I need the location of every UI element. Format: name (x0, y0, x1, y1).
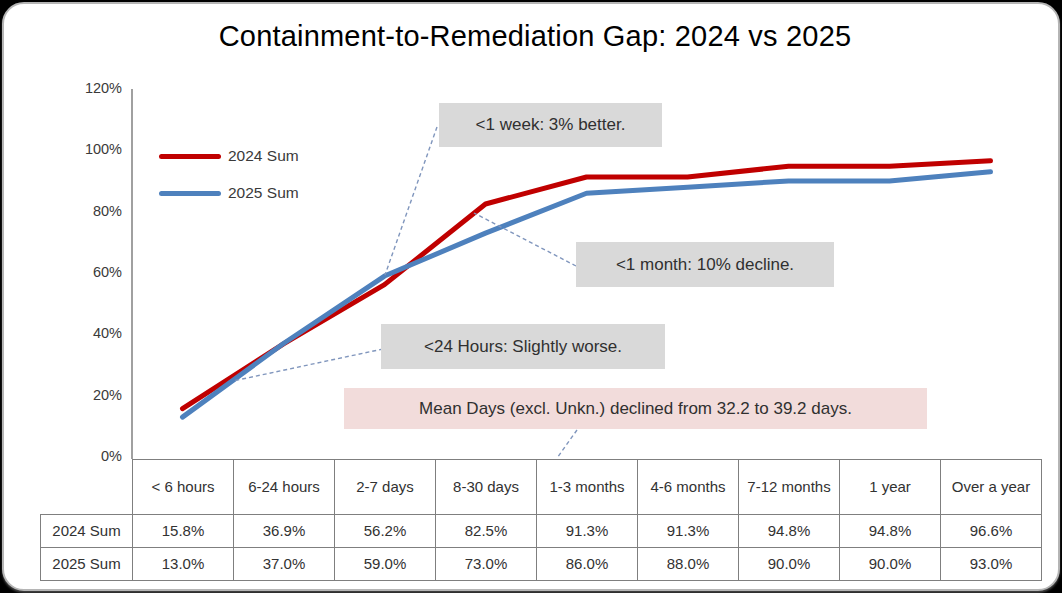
table-column-header: < 6 hours (133, 460, 234, 515)
legend-swatch-2025 (159, 191, 221, 196)
table-cell: 86.0% (537, 548, 638, 581)
table-column-header: Over a year (941, 460, 1042, 515)
chart-card: Containment-to-Remediation Gap: 2024 vs … (2, 2, 1060, 591)
y-tick-label: 20% (40, 387, 122, 403)
table-cell: 13.0% (133, 548, 234, 581)
table-cell: 91.3% (638, 515, 739, 548)
table-row-header: 2025 Sum (41, 548, 133, 581)
chart-title: Containment-to-Remediation Gap: 2024 vs … (4, 20, 1062, 53)
leader-week (385, 127, 437, 275)
y-tick-label: 60% (40, 264, 122, 280)
table-cell: 90.0% (840, 548, 941, 581)
data-table: < 6 hours6-24 hours2-7 days8-30 days1-3 … (40, 459, 1042, 581)
table-column-header: 7-12 months (739, 460, 840, 515)
callout-hours: <24 Hours: Slightly worse. (381, 324, 665, 369)
series-line-2025-sum (183, 172, 991, 417)
y-tick-label: 80% (40, 203, 122, 219)
table-cell: 93.0% (941, 548, 1042, 581)
table-cell: 82.5% (436, 515, 537, 548)
table-cell: 88.0% (638, 548, 739, 581)
callout-mean-days: Mean Days (excl. Unkn.) declined from 32… (344, 388, 927, 429)
table-cell: 91.3% (537, 515, 638, 548)
callout-month: <1 month: 10% decline. (576, 242, 834, 287)
callout-week: <1 week: 3% better. (439, 103, 662, 147)
legend-item-2025: 2025 Sum (159, 184, 299, 202)
leader-hours (233, 349, 383, 381)
table-cell: 56.2% (335, 515, 436, 548)
table-cell: 73.0% (436, 548, 537, 581)
legend-item-2024: 2024 Sum (159, 147, 299, 165)
table-row-header: 2024 Sum (41, 515, 133, 548)
table-column-header: 4-6 months (638, 460, 739, 515)
table-corner-cell (41, 460, 133, 515)
table-cell: 90.0% (739, 548, 840, 581)
table-cell: 59.0% (335, 548, 436, 581)
table-row: 2024 Sum15.8%36.9%56.2%82.5%91.3%91.3%94… (41, 515, 1042, 548)
table-cell: 96.6% (941, 515, 1042, 548)
legend-swatch-2024 (159, 154, 221, 159)
table-cell: 94.8% (840, 515, 941, 548)
series-lines (183, 161, 991, 417)
legend-label: 2024 Sum (228, 147, 299, 165)
table-cell: 36.9% (234, 515, 335, 548)
table-column-header: 1 year (840, 460, 941, 515)
chart-screenshot: Containment-to-Remediation Gap: 2024 vs … (0, 0, 1062, 593)
leader-mean (557, 430, 577, 458)
table-cell: 94.8% (739, 515, 840, 548)
table-column-header: 6-24 hours (234, 460, 335, 515)
y-tick-label: 40% (40, 325, 122, 341)
legend-label: 2025 Sum (228, 184, 299, 202)
leader-month (474, 213, 576, 266)
y-tick-label: 120% (40, 80, 122, 96)
table-column-header: 1-3 months (537, 460, 638, 515)
table-column-header: 8-30 days (436, 460, 537, 515)
y-tick-label: 100% (40, 141, 122, 157)
table-cell: 37.0% (234, 548, 335, 581)
table-cell: 15.8% (133, 515, 234, 548)
table-column-header: 2-7 days (335, 460, 436, 515)
table-row: 2025 Sum13.0%37.0%59.0%73.0%86.0%88.0%90… (41, 548, 1042, 581)
